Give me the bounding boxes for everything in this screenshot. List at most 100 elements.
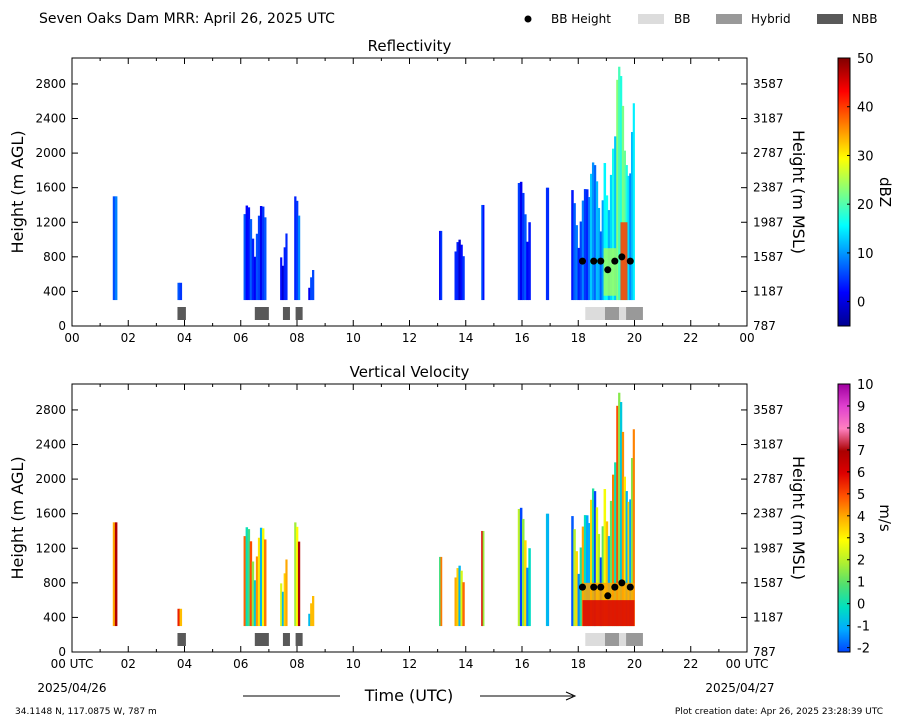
x-tick-label: 10 <box>346 657 361 671</box>
data-column <box>259 527 263 627</box>
data-column <box>632 429 635 627</box>
y-axis-label-right: Height (m MSL) <box>789 130 808 254</box>
data-column <box>257 537 261 627</box>
bright-band-region <box>582 600 635 627</box>
data-column <box>581 200 585 301</box>
data-column <box>575 225 578 301</box>
legend-marker-bb-height <box>524 15 532 23</box>
y-tick-label-right: 2787 <box>753 146 784 160</box>
x-tick-label: 18 <box>571 331 586 345</box>
data-column <box>545 513 548 627</box>
y-tick-label: 0 <box>58 645 66 659</box>
colorbar-tick-label: 5 <box>857 488 865 503</box>
bb-height-point <box>611 257 619 265</box>
data-column <box>603 163 607 301</box>
data-column <box>627 501 630 627</box>
data-column <box>177 282 180 301</box>
data-column <box>601 200 604 301</box>
y-tick-label: 2400 <box>35 112 66 126</box>
data-column <box>629 173 632 301</box>
y-tick-label-right: 1187 <box>753 610 784 624</box>
data-column <box>601 526 604 627</box>
x-tick-label: 22 <box>683 331 698 345</box>
y-axis-label-right: Height (m MSL) <box>789 456 808 580</box>
data-column <box>257 215 261 301</box>
data-column <box>243 536 247 627</box>
legend-label: NBB <box>852 12 877 26</box>
data-column <box>283 247 286 301</box>
data-column <box>588 523 591 627</box>
precip-data <box>112 66 635 301</box>
data-column <box>261 206 265 301</box>
data-column <box>255 556 259 627</box>
data-column <box>297 215 301 301</box>
data-column <box>112 522 116 627</box>
data-column <box>528 222 531 301</box>
colorbar-tick-label: 1 <box>857 576 865 591</box>
plot-frame <box>71 57 748 327</box>
data-column <box>612 474 615 627</box>
data-column <box>591 162 595 301</box>
x-tick-label: 08 <box>289 331 304 345</box>
x-tick-label: 16 <box>514 331 529 345</box>
bb-height-point <box>590 583 598 591</box>
y-tick-label: 1600 <box>35 181 66 195</box>
data-column <box>310 603 313 627</box>
legend-label: BB <box>674 12 690 26</box>
bb-type-bar-nbb <box>295 633 303 646</box>
data-column <box>632 103 635 301</box>
data-column <box>285 233 288 301</box>
data-column <box>573 529 576 627</box>
x-tick-label: 18 <box>571 657 586 671</box>
data-column <box>577 573 581 627</box>
plot-frame <box>71 383 748 653</box>
data-column <box>481 204 484 301</box>
x-tick-label: 12 <box>402 331 417 345</box>
y-tick-label: 0 <box>58 319 66 333</box>
y-tick-label-right: 1587 <box>753 250 784 264</box>
legend-label: BB Height <box>551 12 611 26</box>
x-tick-label: 04 <box>177 331 192 345</box>
data-column <box>517 509 521 627</box>
data-column <box>609 174 613 301</box>
panel-title: Vertical Velocity <box>350 363 470 381</box>
data-column <box>112 196 116 301</box>
data-column <box>528 548 531 627</box>
data-column <box>522 518 525 627</box>
y-tick-label-right: 2787 <box>753 472 784 486</box>
x-tick-label: 02 <box>121 331 136 345</box>
bb-height-point <box>597 257 605 265</box>
x-tick-label: 04 <box>177 657 192 671</box>
data-column <box>599 231 603 301</box>
bb-type-bar-bb <box>619 307 627 320</box>
data-column <box>312 269 315 301</box>
data-column <box>588 197 591 301</box>
end-date-label: 2025/04/27 <box>705 681 774 695</box>
y-tick-label: 2000 <box>35 472 66 486</box>
data-column <box>482 204 485 301</box>
colorbar-tick-label: 6 <box>857 466 865 481</box>
colorbar-tick-label: 30 <box>857 149 874 164</box>
data-column <box>281 591 285 627</box>
data-column <box>526 567 529 627</box>
data-column <box>481 530 484 627</box>
data-column <box>629 499 632 627</box>
x-tick-label: 20 <box>627 331 642 345</box>
x-tick-label: 08 <box>289 657 304 671</box>
bb-type-bar-nbb <box>282 307 290 320</box>
bright-band-region <box>620 222 628 301</box>
y-tick-label-right: 2387 <box>753 181 784 195</box>
x-tick-label: 16 <box>514 657 529 671</box>
data-column <box>249 219 253 301</box>
data-column <box>247 529 251 627</box>
legend-patch-bb <box>638 14 664 24</box>
data-column <box>249 541 253 627</box>
creation-date-label: Plot creation date: Apr 26, 2025 23:28:3… <box>675 707 883 717</box>
x-tick-label: 06 <box>233 331 248 345</box>
data-column <box>285 559 288 627</box>
data-column <box>259 206 263 301</box>
colorbar-tick-label: 0 <box>857 598 865 613</box>
data-column <box>524 540 527 627</box>
bb-type-bar-hybrid <box>604 633 620 646</box>
